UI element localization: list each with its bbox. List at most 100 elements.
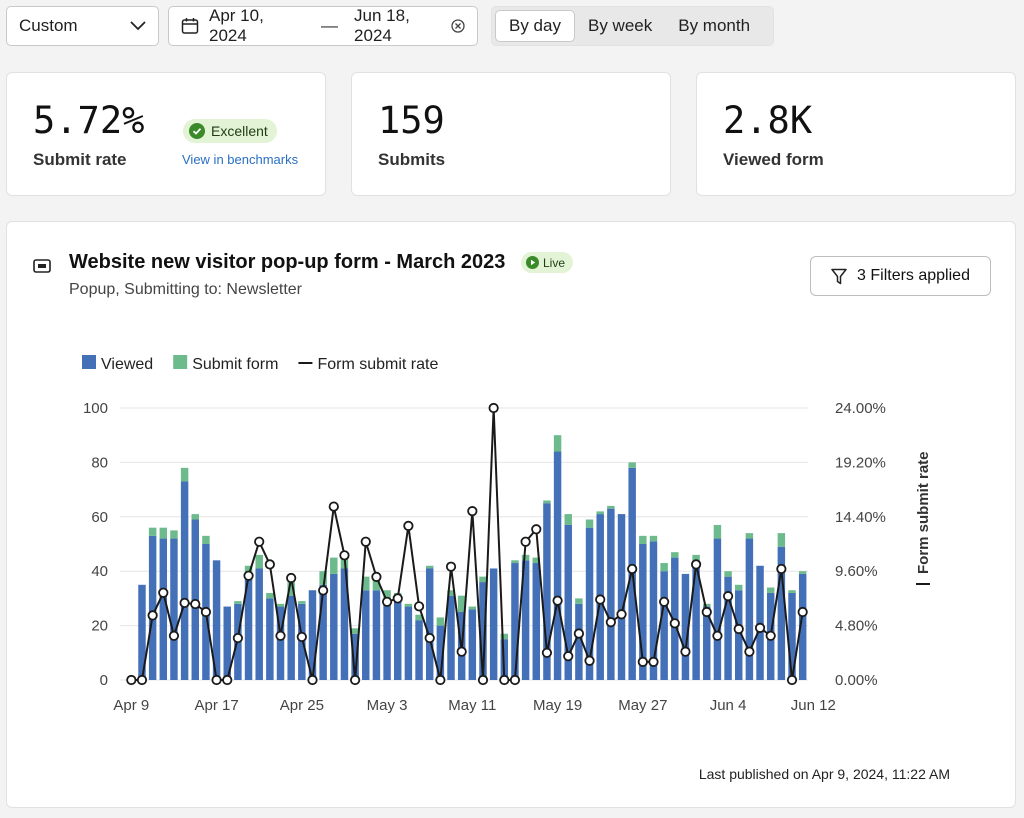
- submit-rate-point: [691, 559, 702, 570]
- submit-rate-point: [264, 559, 275, 570]
- submit-bar: [500, 633, 509, 640]
- view-benchmarks-link[interactable]: View in benchmarks: [182, 152, 299, 167]
- submit-bar: [798, 571, 807, 574]
- submit-rate-point: [168, 630, 180, 641]
- submit-rate-point: [456, 646, 467, 657]
- viewed-bar: [532, 563, 540, 680]
- submit-bar: [511, 560, 519, 564]
- submit-rate-point: [531, 524, 542, 535]
- x-tick-label: Apr 9: [113, 697, 149, 714]
- submit-bar: [585, 519, 594, 528]
- submit-rate-point: [744, 646, 755, 657]
- submit-bar: [628, 462, 636, 468]
- submit-bar: [596, 511, 604, 515]
- submit-bar: [202, 535, 210, 544]
- submit-bar: [255, 554, 263, 569]
- viewed-bar: [703, 606, 711, 680]
- submits-label: Submits: [378, 150, 446, 169]
- excellent-badge: Excellent: [183, 119, 277, 143]
- submit-rate-point: [222, 674, 233, 686]
- submit-bar: [671, 552, 679, 558]
- submit-bar: [351, 628, 359, 634]
- submit-rate-point: [403, 520, 414, 531]
- submit-rate-point: [136, 674, 148, 686]
- legend-swatch: [173, 355, 188, 369]
- chevron-down-icon: [130, 21, 146, 31]
- calendar-icon: [181, 17, 199, 35]
- viewed-bar: [138, 584, 146, 680]
- y-right-tick-label: 0.00%: [835, 672, 878, 689]
- submit-bar: [639, 535, 647, 544]
- viewed-bar: [212, 560, 221, 680]
- submit-rate-point: [190, 598, 201, 610]
- viewed-bar: [276, 606, 285, 680]
- viewed-bar: [735, 590, 743, 680]
- submit-bar: [404, 603, 413, 607]
- submit-rate-point: [286, 572, 297, 584]
- viewed-bar: [479, 582, 487, 680]
- viewed-bar: [308, 590, 317, 680]
- submit-bar: [191, 514, 199, 520]
- submit-rate-point: [648, 656, 659, 667]
- viewed-bar: [724, 576, 732, 680]
- submit-rate-point: [445, 561, 457, 572]
- submit-rate-point: [786, 674, 798, 686]
- submit-rate-point: [541, 647, 553, 658]
- submits-card: 159 Submits: [351, 72, 671, 196]
- submit-bar: [745, 533, 754, 539]
- date-range-picker[interactable]: Apr 10, 2024 — Jun 18, 2024: [168, 6, 478, 46]
- submit-rate-point: [722, 591, 734, 602]
- submit-rate-point: [797, 606, 808, 618]
- by-month-button[interactable]: By month: [678, 16, 751, 35]
- filters-button[interactable]: 3 Filters applied: [810, 256, 991, 296]
- viewed-bar: [372, 590, 381, 680]
- viewed-bar: [564, 524, 572, 680]
- submit-bar: [298, 601, 306, 604]
- submit-rate-point: [254, 536, 265, 547]
- x-tick-label: Jun 4: [710, 697, 747, 714]
- y-left-tick-label: 20: [91, 618, 108, 635]
- viewed-bar: [521, 560, 530, 680]
- submit-bar: [425, 565, 434, 569]
- x-tick-label: May 19: [533, 697, 582, 714]
- submit-bar: [372, 576, 381, 591]
- viewed-bar: [170, 538, 178, 680]
- by-day-button[interactable]: By day: [495, 10, 575, 42]
- submit-bar: [234, 601, 242, 604]
- date-to[interactable]: Jun 18, 2024: [354, 6, 410, 45]
- submit-rate-point: [413, 601, 425, 612]
- submit-bar: [713, 524, 722, 539]
- viewed-bar: [798, 573, 807, 680]
- submit-bar: [543, 500, 551, 504]
- viewed-bar: [553, 451, 562, 680]
- play-icon: [526, 256, 539, 269]
- submit-rate-point: [563, 651, 574, 662]
- submit-rate-point: [488, 402, 499, 414]
- date-range-preset-select[interactable]: Custom: [6, 6, 159, 46]
- filter-icon: [831, 268, 847, 285]
- viewed-bar: [681, 573, 690, 680]
- submit-bar: [607, 505, 615, 509]
- viewed-bar: [489, 568, 498, 680]
- submit-bar: [457, 595, 466, 612]
- viewed-bar: [511, 563, 519, 680]
- submit-rate-point: [158, 587, 169, 598]
- live-label: Live: [543, 255, 566, 270]
- submit-bar: [436, 617, 445, 626]
- viewed-bar: [244, 576, 253, 680]
- clear-icon[interactable]: [451, 19, 465, 33]
- by-week-button[interactable]: By week: [587, 16, 653, 35]
- date-from[interactable]: Apr 10, 2024: [209, 6, 264, 45]
- viewed-bar: [575, 603, 583, 680]
- submit-rate-point: [573, 628, 584, 639]
- submit-rate-point: [360, 536, 371, 547]
- submit-bar: [553, 435, 562, 452]
- last-published-text: Last published on Apr 9, 2024, 11:22 AM: [698, 766, 950, 782]
- submit-rate-point: [232, 632, 243, 644]
- submit-rate-card: 5.72% Submit rate Excellent View in benc…: [6, 72, 326, 196]
- submit-bar: [660, 563, 668, 572]
- submits-value: 159: [378, 99, 445, 142]
- submit-rate-point: [350, 674, 361, 686]
- y-right-tick-label: 24.00%: [835, 400, 886, 417]
- submit-rate-point: [605, 617, 616, 628]
